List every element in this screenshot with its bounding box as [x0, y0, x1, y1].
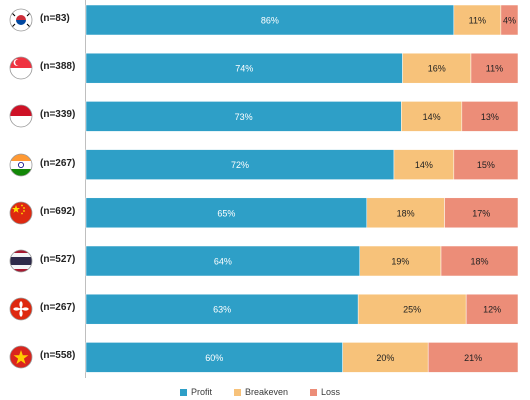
data-label-profit: 64%: [214, 257, 232, 267]
bar-profit: [85, 197, 368, 229]
category-label: (n=267): [40, 157, 76, 169]
data-label-breakeven: 18%: [397, 208, 415, 218]
data-label-breakeven: 19%: [391, 257, 409, 267]
bar-breakeven: [402, 52, 472, 84]
legend: Profit Breakeven Loss: [180, 387, 400, 397]
hong-kong-flag-icon: [9, 297, 33, 321]
legend-item-loss: Loss: [310, 387, 340, 397]
data-label-profit: 65%: [217, 208, 235, 218]
india-flag-icon: [9, 153, 33, 177]
data-label-breakeven: 20%: [376, 353, 394, 363]
data-label-profit: 60%: [205, 353, 223, 363]
legend-label-profit: Profit: [191, 387, 213, 397]
category-label: (n=339): [40, 109, 76, 121]
data-label-loss: 4%: [503, 16, 516, 26]
data-label-breakeven: 16%: [428, 64, 446, 74]
bar-breakeven: [342, 342, 429, 373]
data-label-breakeven: 11%: [469, 16, 486, 26]
data-label-loss: 13%: [481, 112, 499, 122]
bar-profit: [85, 342, 343, 373]
bar-profit: [85, 52, 403, 84]
data-label-breakeven: 25%: [403, 305, 421, 315]
data-label-loss: 21%: [464, 353, 482, 363]
data-label-loss: 18%: [470, 257, 488, 267]
category-label: (n=558): [40, 350, 76, 362]
category-label: (n=527): [40, 254, 76, 265]
data-label-loss: 17%: [472, 208, 490, 218]
bar-loss: [461, 101, 519, 132]
legend-item-profit: Profit: [180, 387, 212, 397]
legend-swatch-profit: [180, 388, 187, 396]
data-label-breakeven: 14%: [423, 112, 441, 122]
legend-label-breakeven: Breakeven: [245, 387, 289, 397]
data-label-profit: 72%: [231, 160, 249, 170]
south-korea-flag-icon: [9, 8, 33, 32]
legend-label-loss: Loss: [321, 387, 341, 397]
china-flag-icon: [9, 201, 33, 225]
bar-loss: [470, 52, 519, 84]
bar-profit: [85, 101, 402, 132]
bar-breakeven: [366, 197, 445, 229]
legend-swatch-breakeven: [234, 388, 242, 396]
data-label-breakeven: 14%: [415, 160, 433, 170]
bar-profit: [85, 4, 455, 36]
bar-breakeven: [359, 245, 442, 277]
bar-breakeven: [393, 149, 455, 180]
data-label-loss: 12%: [483, 305, 501, 315]
data-label-profit: 63%: [213, 305, 231, 315]
bar-profit: [85, 149, 395, 180]
category-label: (n=692): [40, 205, 76, 217]
data-label-profit: 86%: [261, 16, 279, 26]
bar-breakeven: [357, 293, 467, 325]
bar-breakeven: [453, 4, 502, 36]
indonesia-flag-icon: [9, 104, 33, 128]
vietnam-flag-icon: [9, 345, 33, 369]
data-label-profit: 74%: [235, 64, 253, 74]
bar-loss: [465, 293, 519, 325]
bar-loss: [453, 149, 519, 180]
data-label-profit: 73%: [235, 112, 253, 122]
data-label-loss: 11%: [486, 64, 503, 74]
data-label-loss: 15%: [477, 160, 495, 170]
category-label: (n=267): [40, 302, 76, 314]
bar-loss: [500, 4, 519, 36]
singapore-flag-icon: [9, 56, 33, 80]
thailand-flag-icon: [9, 249, 33, 273]
legend-swatch-loss: [310, 388, 318, 396]
legend-item-breakeven: Breakeven: [234, 387, 288, 397]
bar-profit: [85, 293, 359, 325]
bar-loss: [444, 197, 519, 229]
category-label: (n=83): [40, 13, 70, 24]
bar-loss: [440, 245, 519, 277]
bar-loss: [427, 342, 519, 373]
category-label: (n=388): [40, 61, 76, 73]
